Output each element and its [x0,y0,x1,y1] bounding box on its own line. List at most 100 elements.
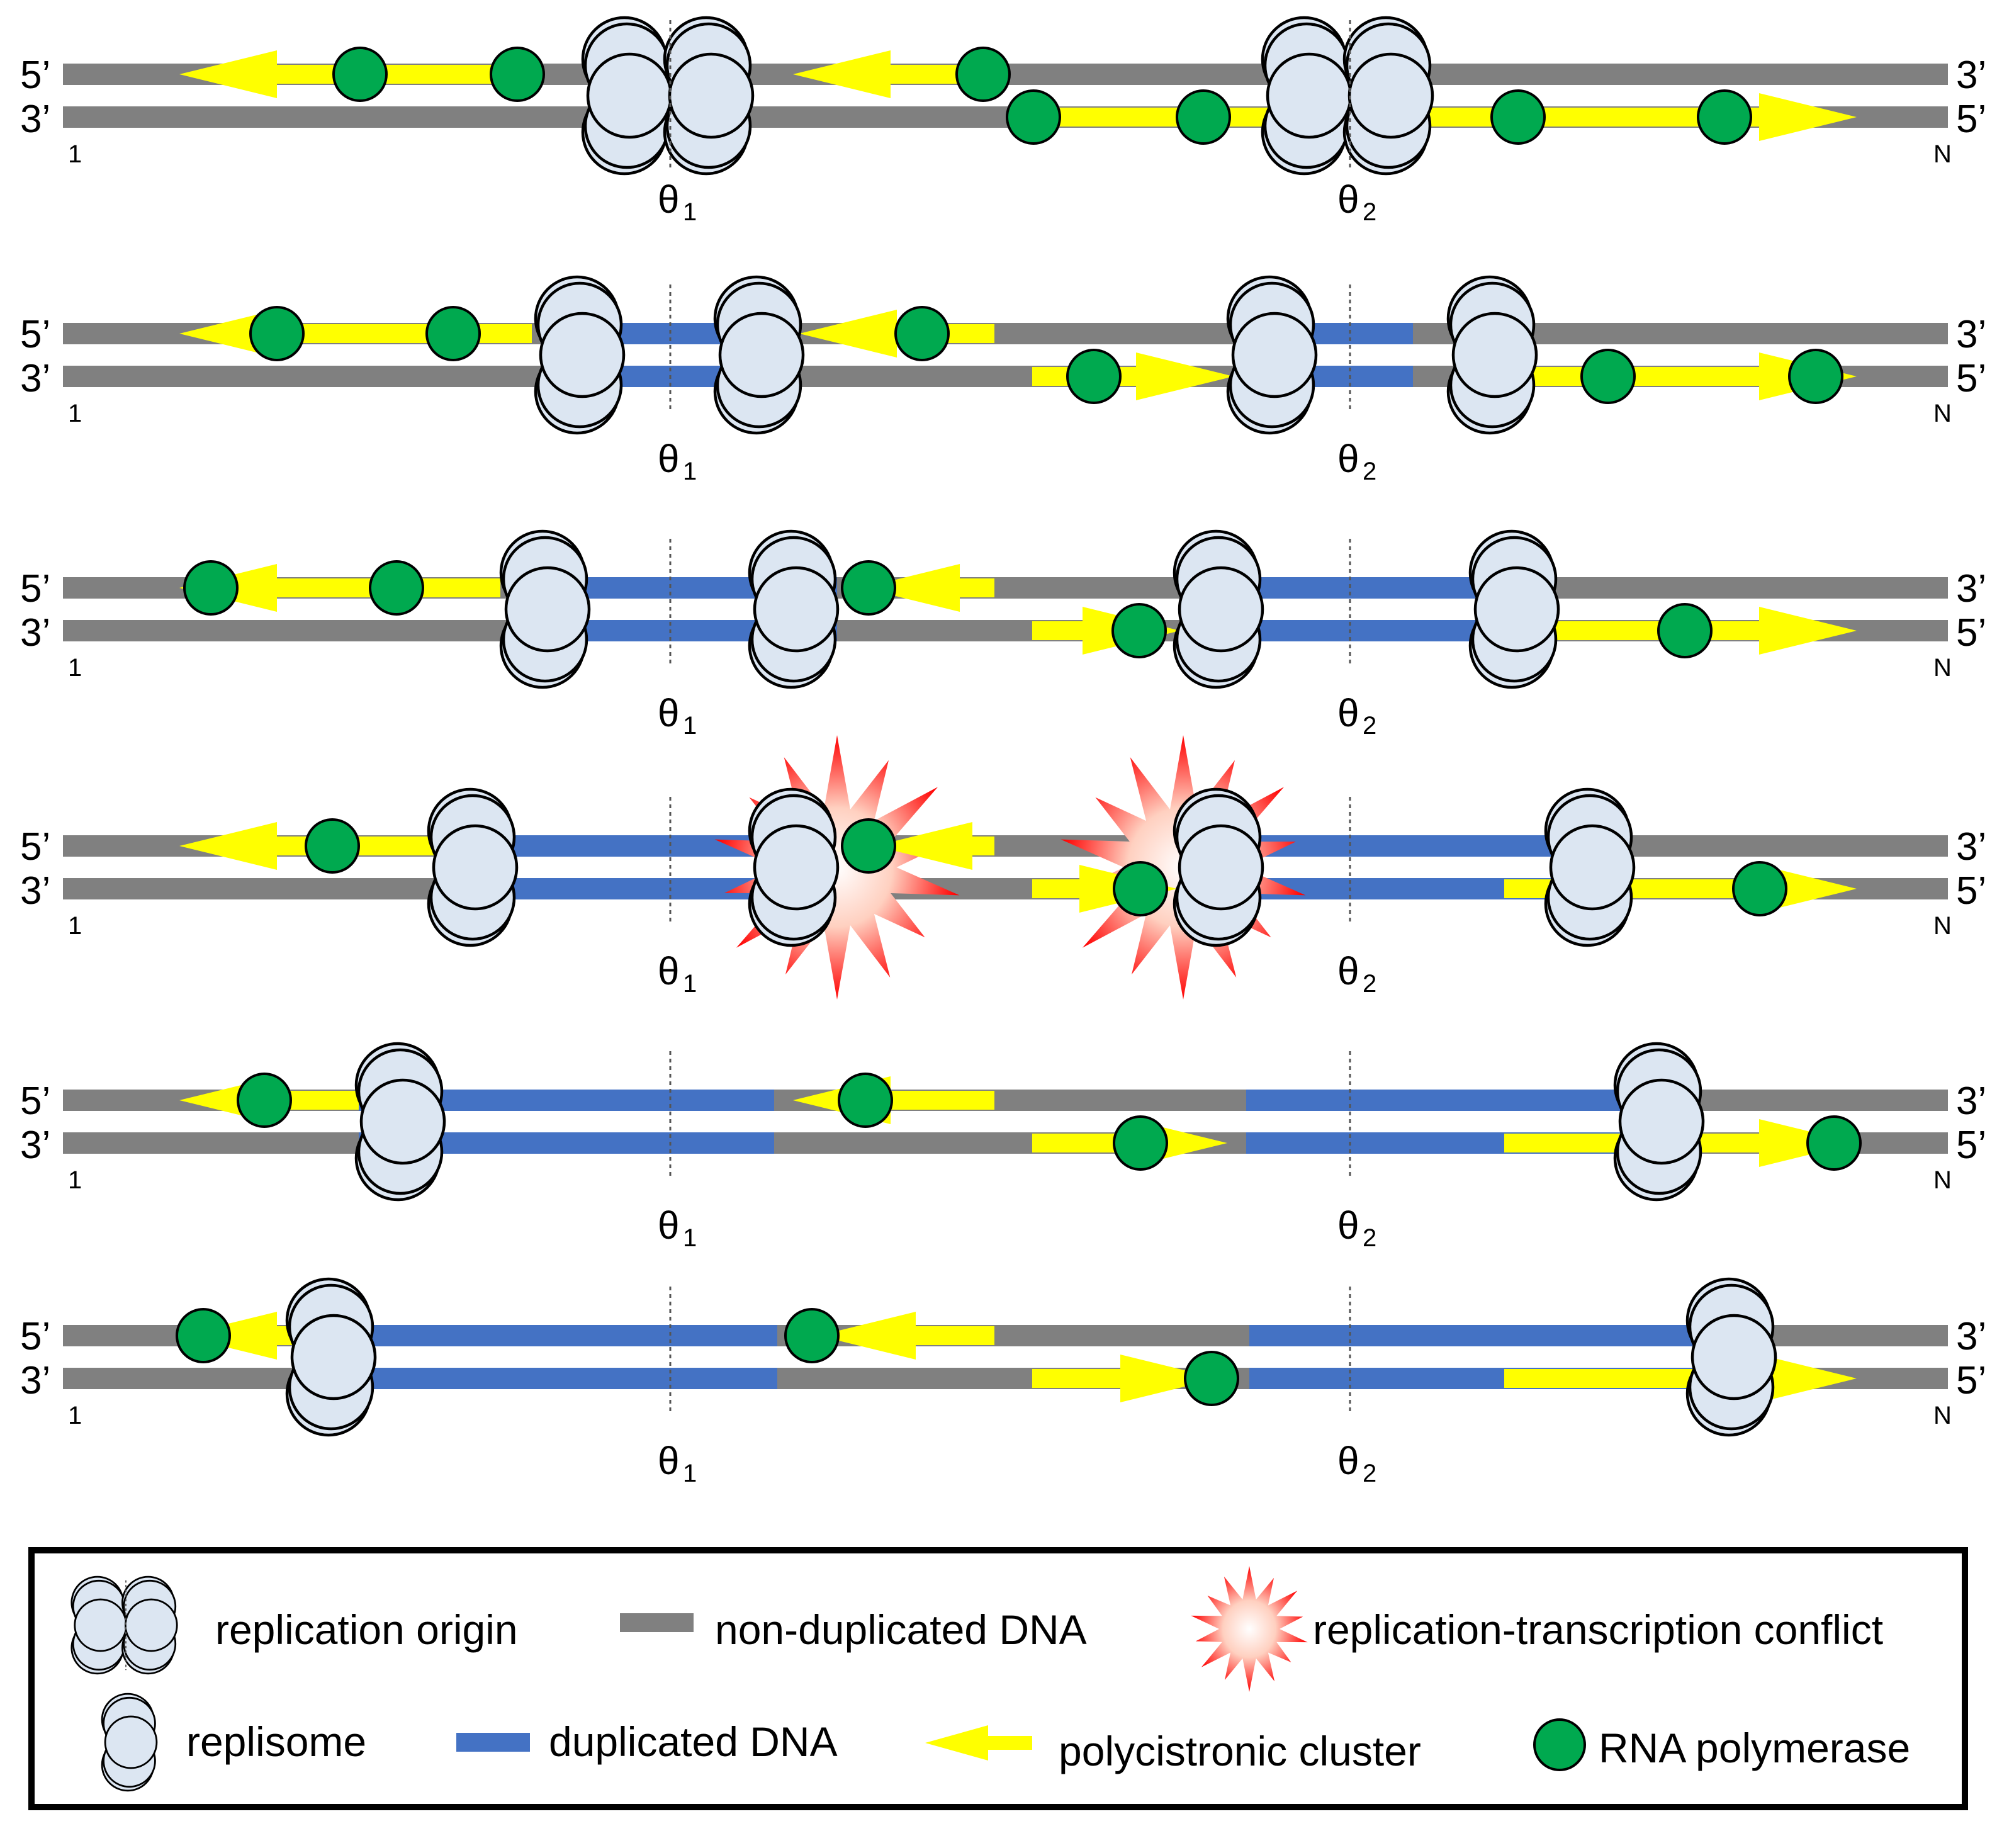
label-position-n: N [1933,140,1952,168]
label-theta-1: θ [658,437,679,481]
replisome [1173,787,1264,947]
rna-polymerase [1006,89,1061,145]
label-position-1: 1 [68,912,82,940]
label-5prime-left: 5’ [20,1315,50,1358]
label-position-1: 1 [68,400,82,427]
label-theta-1-subscript: 1 [683,712,697,740]
legend-frame [28,1547,1968,1810]
polycistronic-cluster-head [818,1312,916,1360]
rna-polymerase [1184,1351,1239,1406]
replisome-disc [753,566,840,653]
polycistronic-cluster-band [1032,1369,1120,1388]
label-position-n: N [1933,1166,1952,1194]
replisome-disc [124,1598,178,1652]
label-5prime-right: 5’ [1956,869,1986,913]
rna-polymerase [1176,89,1231,145]
label-3prime-right: 3’ [1956,1315,1986,1358]
rna-polymerase [1113,861,1168,916]
replisome-disc [753,824,840,911]
rna-polymerase [1066,349,1122,404]
label-theta-2: θ [1337,1440,1359,1483]
replisome [1468,529,1560,689]
label-3prime-left: 3’ [20,869,50,913]
replisome [354,1042,446,1202]
label-theta-1: θ [658,692,679,735]
label-position-n: N [1933,1402,1952,1429]
replisome [748,529,840,689]
label-theta-1: θ [658,178,679,222]
legend-replisome-icon [101,1693,158,1792]
label-3prime-left: 3’ [20,611,50,655]
rna-polymerase [1788,349,1843,404]
rna-polymerase [176,1308,231,1363]
label-theta-1-subscript: 1 [683,198,697,226]
rna-polymerase [1806,1115,1862,1171]
replisome [748,787,840,947]
label-theta-2: θ [1337,437,1359,481]
label-theta-1: θ [658,1440,679,1483]
replisome-disc [1691,1314,1777,1400]
polycistronic-cluster-band [916,1326,994,1345]
replication-origin [581,16,755,176]
replisome [499,529,591,689]
polycistronic-cluster-head [1136,352,1234,400]
legend-label-non-duplicated-dna: non-duplicated DNA [715,1606,1087,1653]
label-3prime-left: 3’ [20,1359,50,1402]
replisome-disc [1451,312,1538,398]
replication-panel-4: 5’3’3’5’1 Nθ 1 θ 2 [20,735,1986,1000]
replisome-disc [1473,566,1560,653]
replisome-disc [1347,52,1434,139]
replisome [285,1277,377,1437]
label-position-1: 1 [68,1166,82,1194]
rna-polymerase [838,1073,893,1128]
label-theta-2: θ [1337,178,1359,222]
label-theta-2: θ [1337,692,1359,735]
label-theta-2: θ [1337,950,1359,993]
polycistronic-cluster-head [1759,1355,1857,1402]
label-position-n: N [1933,400,1952,427]
label-theta-1-subscript: 1 [683,1460,697,1487]
replisome [1544,787,1636,947]
replisome [101,1693,158,1792]
rna-polymerase [425,306,481,361]
polycistronic-cluster-band [1032,879,1079,898]
polycistronic-cluster-head [179,50,277,98]
label-position-n: N [1933,912,1952,940]
label-5prime-right: 5’ [1956,1359,1986,1402]
label-3prime-left: 3’ [20,357,50,400]
label-3prime-right: 3’ [1956,1079,1986,1123]
label-theta-1-subscript: 1 [683,1224,697,1252]
label-theta-2-subscript: 2 [1363,712,1376,740]
legend-rna-polymerase-icon [1533,1718,1586,1771]
replisome [70,1575,128,1675]
polycistronic-cluster-band [891,1091,994,1110]
legend-replication-origin-icon [70,1575,178,1675]
polycistronic-cluster-band [1032,621,1083,640]
polycistronic-cluster-band [960,578,994,597]
replisome-disc [1266,52,1353,139]
replisome [121,1575,178,1675]
replisome [713,275,805,435]
label-position-1: 1 [68,654,82,682]
rna-polymerase [332,47,388,102]
rna-polymerase [183,560,239,616]
label-theta-2-subscript: 2 [1363,970,1376,998]
label-3prime-right: 3’ [1956,313,1986,356]
replisome-disc [290,1314,377,1400]
legend-cluster-head [925,1725,988,1761]
polycistronic-cluster-head [1759,93,1857,141]
rna-polymerase [237,1073,292,1128]
replisome [427,787,519,947]
replisome-disc [1178,566,1264,653]
label-theta-2-subscript: 2 [1363,1224,1376,1252]
label-theta-1: θ [658,1204,679,1248]
replisome-disc [74,1598,128,1652]
replisome-disc [1618,1078,1705,1165]
label-theta-2-subscript: 2 [1363,1460,1376,1487]
replication-panels: 5’3’3’5’1 Nθ 1 θ 25’3’3’5’1 Nθ 1 θ 25’3’3’5’1 Nθ 1… [20,16,1986,1487]
replication-origin [1261,16,1434,176]
replisome-disc [718,312,805,398]
label-position-1: 1 [68,1402,82,1429]
replication-panel-1: 5’3’3’5’1 Nθ 1 θ 2 [20,16,1986,226]
